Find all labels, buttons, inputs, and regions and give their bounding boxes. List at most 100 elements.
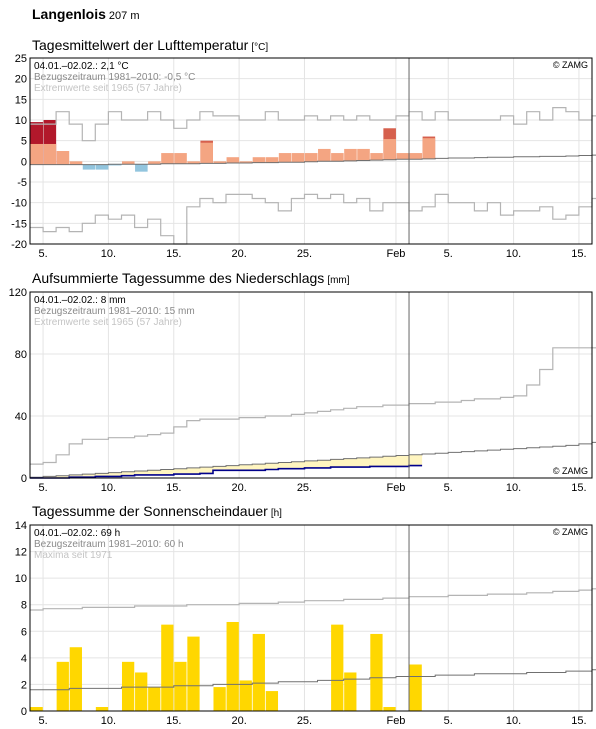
x-tick-label: 15. [166,715,181,727]
sunshine-bar [344,672,357,711]
sunshine-bar [226,621,239,711]
x-tick-label: 5. [444,248,453,260]
temperature-bar [213,161,227,164]
y-tick-label: 40 [15,411,27,423]
temperature-bar [331,153,344,162]
sunshine-bar [213,687,226,711]
sunshine-bar [69,647,82,711]
temperature-bar [161,153,174,164]
temperature-bar [187,161,200,164]
precipitation-normal-line [30,441,596,478]
temperature-bar [135,164,148,172]
temperature-bar [82,164,96,170]
x-tick-label: 15. [166,248,181,260]
x-tick-label: 10. [101,248,116,260]
temperature-normal-line [30,154,596,166]
temperature-bar [252,157,266,163]
temperature-bar [239,161,253,163]
legend-line: Extremwerte seit 1965 (57 Jahre) [34,83,182,94]
x-tick-label: Feb [386,715,405,727]
temperature-bar [108,164,122,166]
temperature-bar [148,161,161,165]
y-tick-label: -5 [17,177,27,189]
x-tick-label: 20. [231,715,246,727]
y-tick-label: 4 [21,653,27,665]
temperature-min-line [30,193,596,245]
sunshine-bar [409,664,422,711]
temperature-title-text: Tagesmittelwert der Lufttemperatur [32,37,249,53]
temperature-bar [121,161,135,165]
temperature-bar [56,151,70,165]
sunshine-bar [252,633,265,711]
temperature-bar [291,153,305,163]
y-tick-label: -10 [11,198,27,210]
legend-line: Bezugszeitraum 1981–2010: 60 h [34,539,184,550]
temperature-chart: -20 -15 -10 -5 0 5 10 15 20 25 5. 10. 15. 20. 25. Feb 5.… [11,53,596,260]
precipitation-chart: 0 40 80 120 5. 10. 15. 20. 25. Feb 5. 10. 15. 04.01.–… [9,287,596,494]
sunshine-bar [148,687,161,711]
y-tick-label: -15 [11,218,27,230]
sunshine-normal-line [30,669,596,691]
temperature-max-line [30,107,596,142]
sunshine-bar [239,680,252,711]
temperature-bar [344,148,357,161]
temperature-bar-base [43,143,57,165]
sunshine-bar [135,672,148,711]
x-tick-label: 25. [297,482,312,494]
x-tick-label: 5. [444,715,453,727]
x-tick-label: 25. [297,715,312,727]
temperature-bar [304,153,318,162]
temperature-unit: [°C] [251,42,269,53]
x-tick-label: 15. [166,482,181,494]
y-tick-label: 10 [15,573,27,585]
sunshine-chart: 0 2 4 6 8 10 12 14 5. 10. 15. 20. 25. Feb 5. 10. 15. 04.0… [15,520,596,727]
sunshine-title: Tagessumme der Sonnenscheindauer [h] [32,503,282,519]
temperature-bar-base [422,138,436,159]
x-tick-label: 5. [38,248,47,260]
precipitation-observed-line [30,464,423,479]
sunshine-bar [265,691,279,711]
sunshine-unit: [h] [270,508,282,519]
temperature-bar-base [30,143,44,165]
temperature-bar [265,157,279,163]
legend-line: 04.01.–02.02.: 2,1 °C [34,61,129,72]
y-tick-label: 10 [15,115,27,127]
temperature-bar [226,157,240,163]
temperature-bar-base [200,142,213,164]
precipitation-unit: [mm] [327,275,350,286]
copyright-label: © ZAMG [553,60,588,70]
y-tick-label: 0 [21,706,27,718]
temperature-bar [396,153,410,160]
y-tick-label: 0 [21,473,27,485]
legend-line: 04.01.–02.02.: 8 mm [34,295,126,306]
temperature-bar [409,153,423,160]
y-tick-label: 120 [9,287,27,299]
sunshine-max-line [30,588,596,611]
temperature-bar [174,153,187,164]
precipitation-max-line [30,347,596,465]
temperature-title: Tagesmittelwert der Lufttemperatur [°C] [32,37,268,53]
legend-line: Maxima seit 1971 [34,550,113,561]
sunshine-bar [161,624,174,711]
sunshine-bar [95,707,109,711]
temperature-bar [95,164,109,170]
x-tick-label: 20. [231,482,246,494]
sunshine-bar [121,661,135,711]
sunshine-bar [187,636,200,711]
x-tick-label: 20. [231,248,246,260]
sunshine-bar [331,624,344,711]
temperature-bar [370,153,383,161]
x-tick-label: Feb [386,482,405,494]
x-tick-label: 5. [38,482,47,494]
x-tick-label: 15. [571,482,586,494]
y-tick-label: 0 [21,156,27,168]
sunshine-bar [174,661,187,711]
legend-line: 04.01.–02.02.: 69 h [34,528,120,539]
y-tick-label: 2 [21,679,27,691]
station-altitude: 207 m [108,10,140,22]
temperature-bar [69,161,83,165]
copyright-label: © ZAMG [553,527,588,537]
temperature-bar [357,148,370,161]
x-tick-label: 25. [297,248,312,260]
y-tick-label: 12 [15,547,27,559]
